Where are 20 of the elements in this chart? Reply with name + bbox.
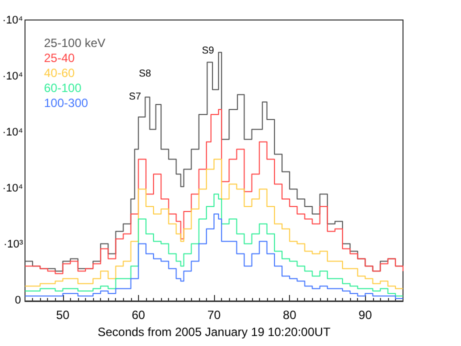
text: 0	[14, 294, 21, 306]
x-tick-label: 90	[358, 308, 372, 322]
text: 100-300	[44, 96, 88, 110]
text: 60-100	[44, 81, 82, 95]
x-tick-label: 80	[282, 308, 297, 322]
text: ·10⁴	[2, 70, 24, 82]
text: 25-100 keV	[44, 36, 106, 50]
annotation: S8	[138, 68, 152, 80]
text: ·10⁴	[2, 126, 24, 138]
x-tick-label: 70	[207, 308, 221, 322]
annotation: S9	[202, 46, 215, 56]
text: ·10³	[3, 238, 24, 250]
x-tick-label: 60	[132, 308, 146, 322]
text: 25-40	[44, 51, 76, 65]
text: ·10⁴	[2, 14, 24, 26]
annotation: S7	[128, 92, 142, 102]
x-tick-label: 50	[56, 308, 70, 322]
text: 40-60	[44, 66, 76, 80]
text: ·10⁴	[2, 182, 24, 194]
x-axis-title: Seconds from 2005 January 19 10:20:00UT	[98, 324, 332, 339]
